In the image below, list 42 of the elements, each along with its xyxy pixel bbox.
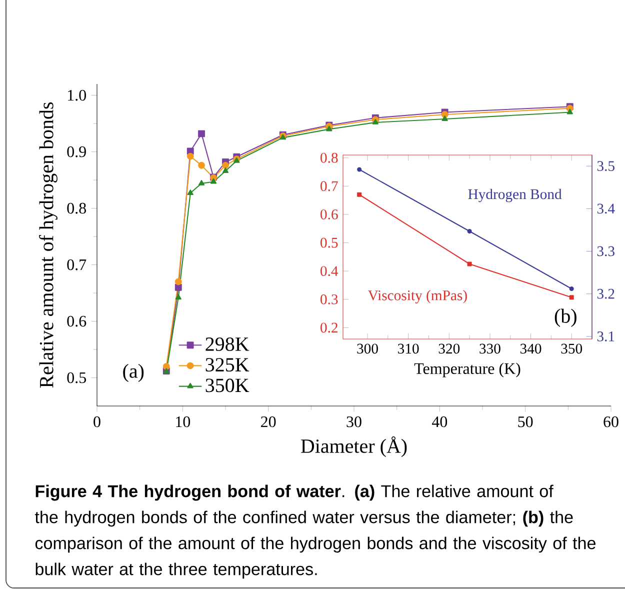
legend-label: 325K	[206, 358, 250, 372]
x-tick-label: 10	[176, 416, 190, 428]
y2-tick-label: 3.2	[597, 288, 614, 299]
x-tick-label: 20	[261, 416, 276, 428]
x-tick-label: 310	[398, 344, 419, 354]
y-tick-label: 0.6	[320, 209, 338, 220]
y2-tick-label: 3.3	[597, 246, 614, 256]
legend-label: 350K	[206, 378, 250, 392]
x-tick-label: 0	[94, 416, 100, 428]
x-axis-title: Temperature (K)	[414, 362, 520, 378]
series-label: Viscosity (mPas)	[368, 290, 467, 304]
x-tick-label: 30	[346, 416, 362, 428]
x-tick-label: 320	[438, 344, 460, 354]
y-tick-label: 0.7	[320, 181, 338, 192]
x-tick-label: 40	[432, 416, 448, 428]
x-tick-label: 330	[480, 344, 500, 354]
x-tick-label: 50	[518, 416, 533, 428]
y-tick-label: 1.0	[68, 90, 86, 101]
y2-tick-label: 3.5	[597, 161, 614, 172]
y-tick-label: 0.2	[320, 322, 338, 333]
y-tick-label: 0.6	[67, 316, 86, 327]
y-tick-label: 0.3	[320, 294, 338, 304]
x-tick-label: 350	[561, 344, 582, 354]
annotation: (a)	[123, 364, 144, 382]
x-tick-label: 60	[604, 416, 618, 428]
x-axis-title: Diameter (Å)	[301, 436, 407, 458]
annotation: (b)	[554, 308, 576, 327]
y-tick-label: 0.5	[320, 238, 338, 248]
y-tick-label: 0.5	[67, 372, 86, 384]
y-axis-title: Relative amount of hydrogen bonds	[39, 102, 58, 388]
x-tick-label: 340	[520, 344, 542, 354]
y-tick-label: 0.8	[67, 202, 86, 214]
y-tick-label: 0.8	[320, 152, 338, 163]
y2-tick-label: 3.1	[597, 331, 614, 342]
text: Figure 4 The hydrogen bond of water. (a) The relative amount of the hydrogen bonds of the confined water versus the diameter; (b) the comparison of the amount of the hydrogen bonds and the viscosity of the bulk water at the three temperatures.	[34, 484, 596, 579]
y-tick-label: 0.4	[320, 266, 338, 276]
series-label: Hydrogen Bond	[468, 188, 562, 202]
y-tick-label: 0.7	[67, 259, 86, 270]
x-tick-label: 300	[357, 344, 378, 354]
legend-label: 298K	[206, 337, 250, 351]
y-tick-label: 0.9	[67, 146, 86, 158]
y2-tick-label: 3.4	[597, 204, 615, 214]
